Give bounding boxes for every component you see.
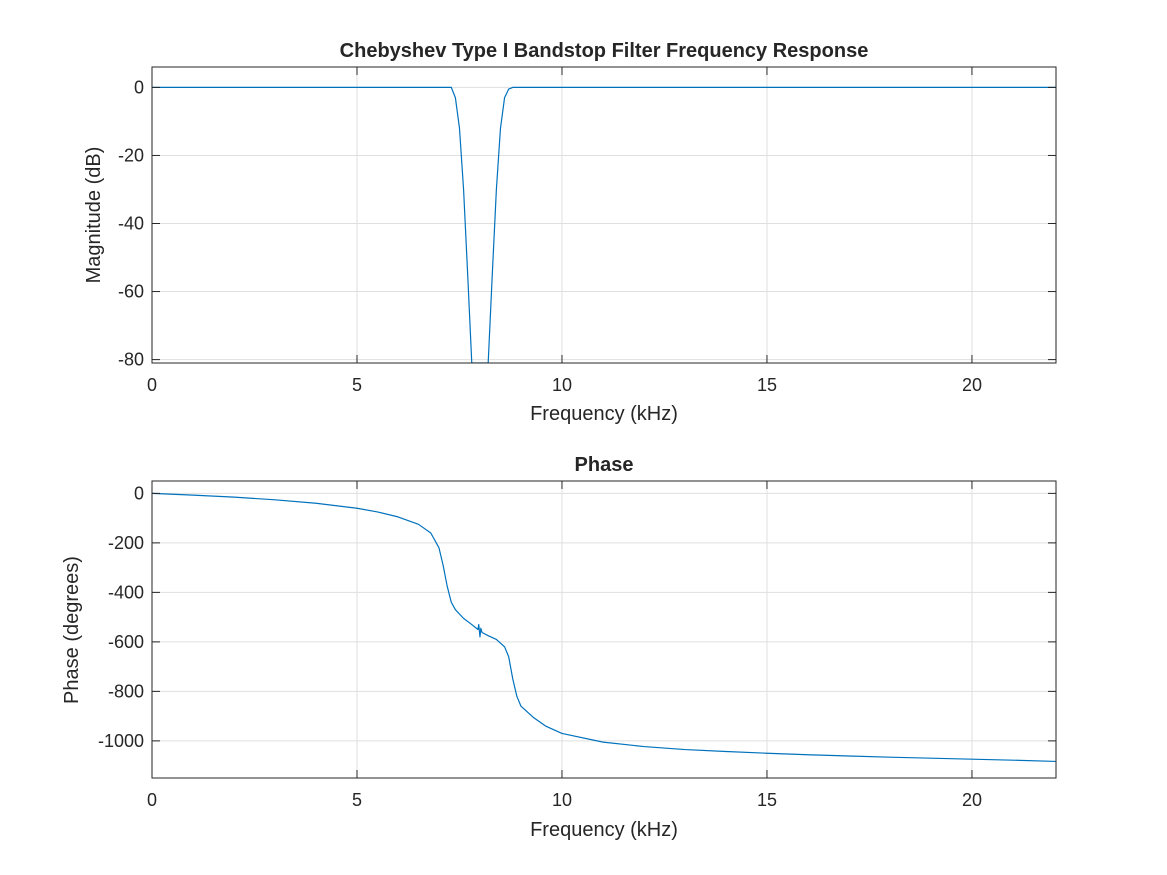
magnitude-series [152, 86, 1056, 363]
magnitude-x-tick-label: 10 [552, 375, 572, 395]
magnitude-x-tick-label: 20 [962, 375, 982, 395]
magnitude-y-tick-label: 0 [134, 77, 144, 97]
magnitude-series-line-0 [152, 86, 1056, 363]
magnitude-axes: 0 5 10 15 20 0 -20 -40 -60 -80 Chebyshev Type I B… [83, 40, 1057, 425]
phase-y-tick-label: 0 [134, 483, 144, 503]
magnitude-y-tick-label: -80 [118, 350, 144, 370]
phase-y-tick-label: -600 [108, 632, 144, 652]
magnitude-chart-title: Chebyshev Type I Bandstop Filter Frequen… [340, 40, 869, 62]
phase-y-tick-label: -400 [108, 582, 144, 602]
magnitude-y-axis-label: Magnitude (dB) [83, 147, 105, 284]
phase-x-tick-label: 10 [552, 790, 572, 810]
magnitude-axes-box [151, 66, 1057, 364]
phase-axes-box [151, 480, 1057, 779]
phase-x-tick-label: 5 [352, 790, 362, 810]
phase-series [152, 492, 1056, 763]
magnitude-axes-frame [151, 66, 1057, 364]
phase-x-tick-label: 20 [962, 790, 982, 810]
phase-series-line-0 [152, 492, 1056, 763]
phase-axes-frame [151, 480, 1057, 779]
phase-ticks: 0 5 10 15 20 0 -200 -400 -600 -800 -1000 [98, 481, 1056, 810]
phase-chart-title: Phase [575, 454, 634, 476]
phase-x-tick-label: 15 [757, 790, 777, 810]
phase-x-tick-label: 0 [147, 790, 157, 810]
magnitude-y-tick-label: -20 [118, 145, 144, 165]
magnitude-x-tick-label: 15 [757, 375, 777, 395]
magnitude-y-tick-label: -40 [118, 214, 144, 234]
phase-grid [152, 481, 1056, 778]
magnitude-x-tick-label: 0 [147, 375, 157, 395]
magnitude-x-axis-label: Frequency (kHz) [530, 403, 678, 425]
phase-axes: 0 5 10 15 20 0 -200 -400 -600 -800 -1000 Phase Fre… [61, 454, 1057, 841]
phase-y-tick-label: -800 [108, 681, 144, 701]
magnitude-ticks: 0 5 10 15 20 0 -20 -40 -60 -80 [118, 67, 1056, 395]
magnitude-x-tick-label: 5 [352, 375, 362, 395]
phase-y-tick-label: -1000 [98, 731, 144, 751]
phase-x-axis-label: Frequency (kHz) [530, 819, 678, 841]
phase-y-axis-label: Phase (degrees) [61, 556, 83, 704]
phase-y-tick-label: -200 [108, 533, 144, 553]
magnitude-y-tick-label: -60 [118, 282, 144, 302]
